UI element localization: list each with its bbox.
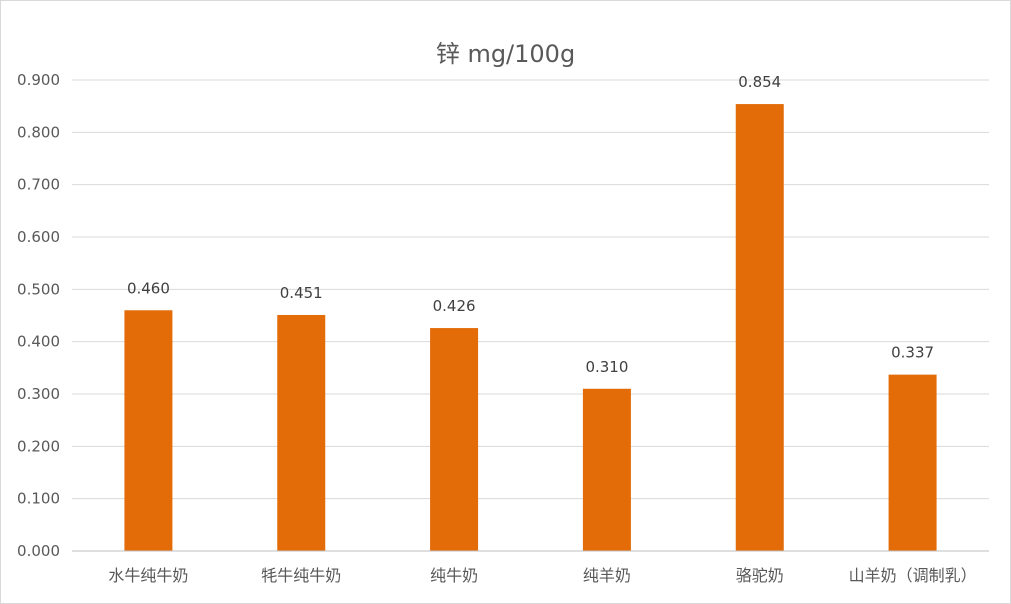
bar [735, 104, 784, 551]
y-tick-label: 0.700 [17, 176, 60, 194]
y-tick-label: 0.900 [17, 71, 60, 89]
x-tick-label: 纯牛奶 [430, 566, 478, 585]
data-label: 0.854 [738, 73, 781, 91]
data-label: 0.337 [891, 344, 934, 362]
bar [277, 314, 326, 551]
y-tick-label: 0.500 [17, 280, 60, 298]
x-tick-label: 纯羊奶 [583, 566, 631, 585]
data-label: 0.310 [585, 358, 628, 376]
y-tick-label: 0.400 [17, 333, 60, 351]
y-tick-label: 0.100 [17, 490, 60, 508]
x-tick-label: 水牛纯牛奶 [108, 566, 188, 585]
y-tick-label: 0.200 [17, 437, 60, 455]
data-label: 0.460 [127, 279, 170, 297]
x-tick-label: 山羊奶（调制乳） [849, 566, 977, 585]
y-tick-label: 0.800 [17, 123, 60, 141]
x-tick-label: 牦牛纯牛奶 [261, 566, 341, 585]
bar [124, 310, 173, 551]
chart-title: 锌 mg/100g [435, 40, 576, 68]
data-label: 0.426 [433, 297, 476, 315]
bar [888, 374, 937, 551]
data-label: 0.451 [280, 284, 323, 302]
bar [582, 388, 631, 551]
x-tick-label: 骆驼奶 [736, 566, 784, 585]
y-tick-label: 0.300 [17, 385, 60, 403]
bar [430, 328, 479, 551]
y-tick-label: 0.000 [17, 542, 60, 560]
y-tick-label: 0.600 [17, 228, 60, 246]
